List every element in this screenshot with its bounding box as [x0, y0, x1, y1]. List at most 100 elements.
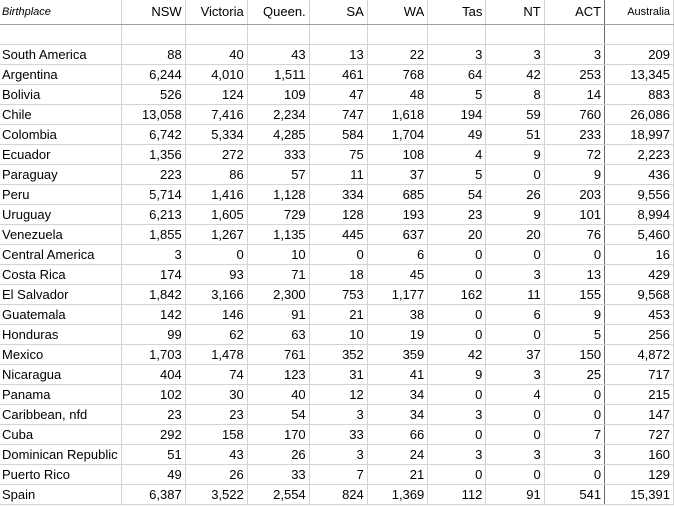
cell-tas[interactable]: 49 — [427, 124, 487, 145]
header-wa[interactable]: WA — [367, 0, 429, 25]
cell-nsw[interactable]: 6,387 — [121, 484, 186, 505]
cell-victoria[interactable]: 124 — [185, 84, 248, 105]
header-queensland[interactable]: Queen. — [247, 0, 310, 25]
cell-tas[interactable]: 5 — [427, 84, 487, 105]
cell-nt[interactable]: 11 — [485, 284, 545, 305]
cell-nsw[interactable]: 6,742 — [121, 124, 186, 145]
cell-sa[interactable]: 31 — [309, 364, 368, 385]
cell-australia[interactable]: 147 — [604, 404, 674, 425]
cell-nt[interactable]: 59 — [485, 104, 545, 125]
cell-nsw[interactable]: 88 — [121, 44, 186, 65]
cell-tas[interactable]: 54 — [427, 184, 487, 205]
cell-tas[interactable]: 0 — [427, 424, 487, 445]
cell-wa[interactable]: 637 — [367, 224, 429, 245]
cell-act[interactable]: 14 — [544, 84, 606, 105]
cell-australia[interactable]: 256 — [604, 324, 674, 345]
cell-act[interactable]: 9 — [544, 164, 606, 185]
cell-queensland[interactable]: 761 — [247, 344, 310, 365]
header-sa[interactable]: SA — [309, 0, 368, 25]
cell-wa[interactable]: 108 — [367, 144, 429, 165]
cell-nt[interactable]: 91 — [485, 484, 545, 505]
cell-tas[interactable]: 3 — [427, 44, 487, 65]
cell-birthplace[interactable]: Peru — [0, 184, 122, 205]
cell-victoria[interactable]: 5,334 — [185, 124, 248, 145]
cell-victoria[interactable]: 40 — [185, 44, 248, 65]
cell-queensland[interactable]: 33 — [247, 464, 310, 485]
cell-sa[interactable]: 3 — [309, 444, 368, 465]
cell-birthplace[interactable]: Guatemala — [0, 304, 122, 325]
header-australia[interactable]: Australia — [604, 0, 674, 25]
cell-birthplace[interactable]: Honduras — [0, 324, 122, 345]
cell-victoria[interactable]: 3,166 — [185, 284, 248, 305]
cell-victoria[interactable]: 93 — [185, 264, 248, 285]
cell-australia[interactable]: 429 — [604, 264, 674, 285]
cell-tas[interactable]: 3 — [427, 404, 487, 425]
cell-nsw[interactable]: 3 — [121, 244, 186, 265]
cell-wa[interactable]: 19 — [367, 324, 429, 345]
cell-wa[interactable]: 1,177 — [367, 284, 429, 305]
cell-act[interactable]: 150 — [544, 344, 606, 365]
cell-tas[interactable]: 64 — [427, 64, 487, 85]
cell-act[interactable]: 760 — [544, 104, 606, 125]
cell-tas[interactable]: 0 — [427, 264, 487, 285]
cell-wa[interactable]: 193 — [367, 204, 429, 225]
cell-queensland[interactable]: 123 — [247, 364, 310, 385]
cell-nsw[interactable]: 404 — [121, 364, 186, 385]
cell-wa[interactable]: 24 — [367, 444, 429, 465]
cell-sa[interactable]: 33 — [309, 424, 368, 445]
cell-nsw[interactable]: 49 — [121, 464, 186, 485]
cell-victoria[interactable]: 30 — [185, 384, 248, 405]
cell-sa[interactable]: 75 — [309, 144, 368, 165]
cell-nt[interactable]: 8 — [485, 84, 545, 105]
cell-act[interactable]: 0 — [544, 384, 606, 405]
cell-birthplace[interactable]: Chile — [0, 104, 122, 125]
cell-wa[interactable]: 66 — [367, 424, 429, 445]
cell-wa[interactable]: 1,618 — [367, 104, 429, 125]
cell-nsw[interactable] — [121, 24, 186, 45]
cell-nt[interactable]: 3 — [485, 44, 545, 65]
header-nt[interactable]: NT — [485, 0, 545, 25]
cell-australia[interactable]: 215 — [604, 384, 674, 405]
cell-wa[interactable]: 45 — [367, 264, 429, 285]
cell-australia[interactable]: 453 — [604, 304, 674, 325]
cell-tas[interactable]: 0 — [427, 384, 487, 405]
cell-victoria[interactable]: 1,478 — [185, 344, 248, 365]
cell-victoria[interactable]: 62 — [185, 324, 248, 345]
cell-nt[interactable]: 3 — [485, 444, 545, 465]
cell-nsw[interactable]: 142 — [121, 304, 186, 325]
cell-sa[interactable]: 7 — [309, 464, 368, 485]
cell-nsw[interactable]: 99 — [121, 324, 186, 345]
cell-birthplace[interactable]: Argentina — [0, 64, 122, 85]
cell-birthplace[interactable]: Central America — [0, 244, 122, 265]
cell-australia[interactable]: 5,460 — [604, 224, 674, 245]
cell-australia[interactable]: 16 — [604, 244, 674, 265]
cell-victoria[interactable]: 86 — [185, 164, 248, 185]
cell-act[interactable]: 5 — [544, 324, 606, 345]
cell-birthplace[interactable]: South America — [0, 44, 122, 65]
cell-victoria[interactable]: 74 — [185, 364, 248, 385]
cell-tas[interactable]: 20 — [427, 224, 487, 245]
cell-australia[interactable]: 4,872 — [604, 344, 674, 365]
cell-queensland[interactable]: 57 — [247, 164, 310, 185]
cell-sa[interactable]: 753 — [309, 284, 368, 305]
cell-nt[interactable]: 0 — [485, 424, 545, 445]
cell-wa[interactable]: 359 — [367, 344, 429, 365]
cell-tas[interactable] — [427, 24, 487, 45]
header-tas[interactable]: Tas — [427, 0, 487, 25]
cell-australia[interactable]: 883 — [604, 84, 674, 105]
cell-act[interactable]: 25 — [544, 364, 606, 385]
cell-wa[interactable]: 48 — [367, 84, 429, 105]
cell-act[interactable]: 0 — [544, 244, 606, 265]
cell-nt[interactable]: 3 — [485, 264, 545, 285]
cell-wa[interactable]: 22 — [367, 44, 429, 65]
cell-wa[interactable]: 6 — [367, 244, 429, 265]
cell-nsw[interactable]: 5,714 — [121, 184, 186, 205]
cell-victoria[interactable] — [185, 24, 248, 45]
cell-birthplace[interactable]: Nicaragua — [0, 364, 122, 385]
cell-queensland[interactable]: 1,135 — [247, 224, 310, 245]
cell-victoria[interactable]: 7,416 — [185, 104, 248, 125]
cell-sa[interactable]: 461 — [309, 64, 368, 85]
cell-queensland[interactable]: 2,234 — [247, 104, 310, 125]
cell-birthplace[interactable] — [0, 24, 122, 45]
cell-wa[interactable] — [367, 24, 429, 45]
